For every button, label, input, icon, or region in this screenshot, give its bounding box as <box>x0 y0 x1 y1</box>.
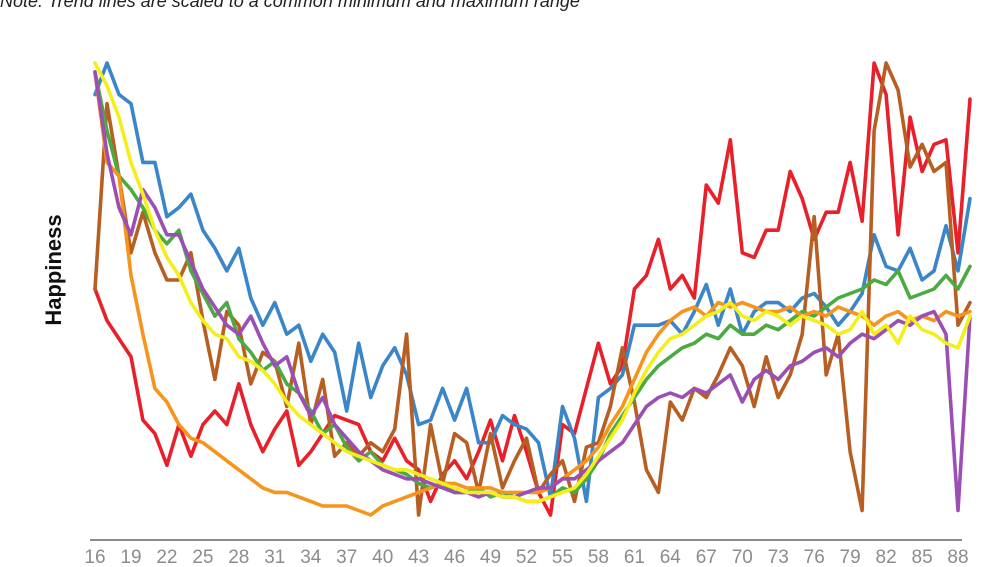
series-line-brown <box>93 61 972 517</box>
series-line-purple <box>93 70 972 513</box>
x-tick-label: 52 <box>516 547 537 567</box>
x-tick-label: 31 <box>264 547 285 567</box>
x-tick-label: 88 <box>947 547 968 567</box>
x-tick-label: 55 <box>552 547 573 567</box>
series-line-blue <box>93 61 972 504</box>
series-line-yellow <box>93 61 972 504</box>
x-tick-label: 64 <box>660 547 682 567</box>
series-line-orange <box>93 70 972 517</box>
x-tick-label: 16 <box>84 547 105 567</box>
x-tick-label: 82 <box>876 547 897 567</box>
tick-layer: 16 19 22 25 28 31 34 37 40 43 46 49 52 55 58 61 64 67 70 73… <box>84 547 968 567</box>
x-tick-label: 22 <box>156 547 177 567</box>
x-tick-label: 85 <box>912 547 933 567</box>
x-tick-label: 37 <box>336 547 357 567</box>
x-tick-label: 19 <box>120 547 141 567</box>
x-tick-label: 76 <box>804 547 825 567</box>
x-tick-label: 43 <box>408 547 429 567</box>
chart-note: Note: Trend lines are scaled to a common… <box>0 0 580 11</box>
x-tick-label: 34 <box>300 547 322 567</box>
x-tick-label: 25 <box>192 547 213 567</box>
x-tick-label: 70 <box>732 547 753 567</box>
x-tick-label: 61 <box>624 547 645 567</box>
x-tick-label: 40 <box>372 547 393 567</box>
x-tick-label: 73 <box>768 547 789 567</box>
series-line-red <box>93 61 972 517</box>
x-tick-label: 79 <box>840 547 861 567</box>
x-tick-label: 67 <box>696 547 717 567</box>
x-tick-label: 46 <box>444 547 465 567</box>
series-layer <box>93 61 972 517</box>
x-tick-label: 58 <box>588 547 609 567</box>
x-tick-label: 49 <box>480 547 501 567</box>
x-tick-label: 28 <box>228 547 249 567</box>
